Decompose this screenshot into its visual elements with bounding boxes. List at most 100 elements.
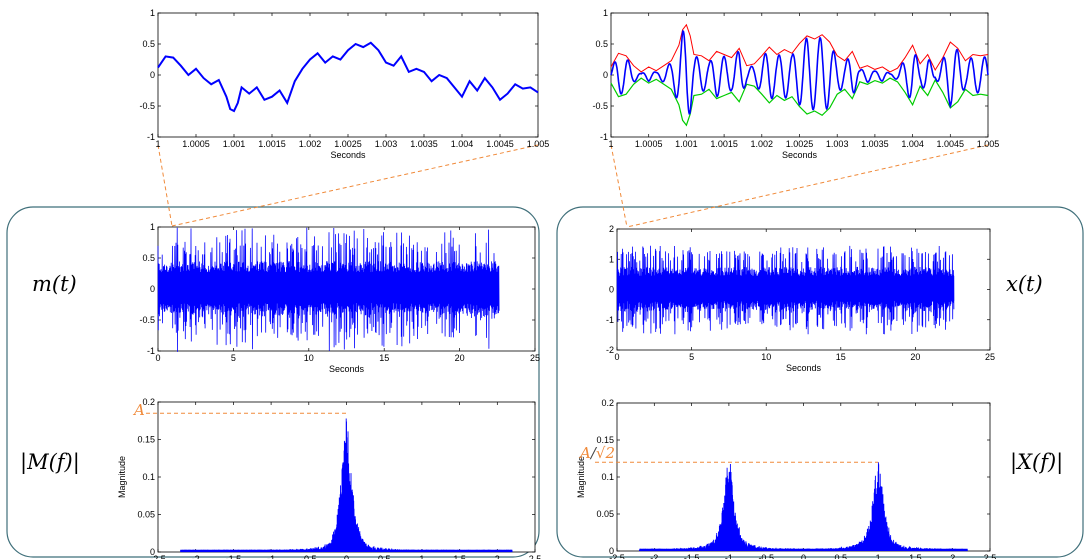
equation-x-t: x(t) (1006, 272, 1043, 296)
X-freq-xtick-label: 2.5 (984, 553, 997, 559)
zoom-m-ytick-label: -0.5 (139, 101, 155, 111)
zoom-x-xtick-label: 1.002 (751, 139, 774, 149)
M-freq-xtick-label: 2.5 (529, 554, 542, 559)
annotation-sqrt2: √2 (596, 444, 615, 462)
M-freq-axes: -2.5 -2 -1.5 -1 -0.5 0 0.5 1 1.5 2 2.5 0 0.05 0.1 0.15… (117, 397, 541, 559)
X-freq-ytick-label: 0.1 (601, 472, 614, 482)
x-time-ytick-label: 1 (609, 254, 614, 264)
right-panel-frame (556, 206, 1084, 558)
zoom-x-xtick-label: 1.005 (977, 139, 1000, 149)
zoom-x-xtick-label: 1.004 (901, 139, 924, 149)
zoom-m-ytick-label: -1 (147, 132, 155, 142)
X-freq-xtick-label: -1.5 (684, 553, 700, 559)
zoom-x-xtick-label: 1.0045 (937, 139, 965, 149)
zoom-connector-right-2 (626, 144, 989, 228)
equation-m-t: m(t) (32, 272, 77, 296)
x-time-ytick-label: 2 (609, 224, 614, 234)
m-time-ytick-label: 0.5 (142, 253, 155, 263)
zoom-x-ytick-label: -1 (600, 132, 608, 142)
M-freq-xtick-label: 0 (344, 554, 349, 559)
zoom-m-ytick-label: 1 (150, 8, 155, 18)
zoom-m-xtick-label: 1.0035 (410, 139, 438, 149)
M-freq-xtick-label: -0.5 (301, 554, 317, 559)
X-freq-xtick-label: 1 (876, 553, 881, 559)
M-freq-ytick-label: 0.05 (137, 510, 155, 520)
zoom-x-xtick-label: 1 (608, 139, 613, 149)
zoom-x-xtick-label: 1.0015 (710, 139, 738, 149)
m-time-xtick-label: 5 (231, 353, 236, 363)
zoom-x-carrier-line (610, 29, 989, 115)
m-time-xtick-label: 10 (304, 353, 314, 363)
x-time-ytick-label: -1 (606, 315, 614, 325)
zoom-x-axes: 1 1.0005 1.001 1.0015 1.002 1.0025 1.003 1.0035… (592, 8, 999, 160)
zoom-m-xtick-label: 1 (155, 139, 160, 149)
X-freq-xtick-label: -2.5 (609, 553, 625, 559)
zoom-m-xtick-label: 1.001 (223, 139, 246, 149)
x-time-xtick-label: 5 (689, 352, 694, 362)
x-time-xtick-label: 25 (985, 352, 995, 362)
left-panel-frame (6, 206, 540, 558)
X-freq-xtick-label: 2 (950, 553, 955, 559)
X-freq-ytick-label: 0.15 (596, 435, 614, 445)
X-freq-xtick-label: -1 (725, 553, 733, 559)
m-time-xtick-label: 15 (379, 353, 389, 363)
zoom-x-xtick-label: 1.0025 (786, 139, 814, 149)
zoom-x-xtick-label: 1.003 (826, 139, 849, 149)
x-time-xtick-label: 0 (614, 352, 619, 362)
M-freq-xtick-label: -2 (192, 554, 200, 559)
zoom-m-xtick-label: 1.003 (375, 139, 398, 149)
zoom-m-xtick-label: 1.0025 (334, 139, 362, 149)
m-time-xtick-label: 0 (155, 353, 160, 363)
zoom-m-plot-area (157, 12, 539, 138)
X-freq-ytick-label: 0 (609, 546, 614, 556)
M-freq-xtick-label: 1 (419, 554, 424, 559)
M-freq-ytick-label: 0.2 (142, 397, 155, 407)
zoom-m-xtick-label: 1.005 (527, 139, 550, 149)
M-freq-ylabel: Magnitude (117, 456, 127, 498)
zoom-m-xtick-label: 1.0015 (258, 139, 286, 149)
zoom-m-xtick-label: 1.0045 (486, 139, 514, 149)
zoom-m-xtick-label: 1.004 (451, 139, 474, 149)
m-time-xtick-label: 25 (530, 353, 540, 363)
zoom-m-xtick-label: 1.002 (299, 139, 322, 149)
zoom-x-ytick-label: 1 (603, 8, 608, 18)
X-freq-xtick-label: -2 (650, 553, 658, 559)
X-freq-plot-area (616, 402, 991, 552)
zoom-x-lower-envelope (610, 77, 989, 127)
zoom-m-series-line (157, 41, 539, 113)
X-freq-xtick-label: -0.5 (758, 553, 774, 559)
zoom-x-ytick-label: -0.5 (592, 101, 608, 111)
zoom-x-plot-area (610, 12, 989, 138)
M-freq-xtick-label: 1.5 (453, 554, 466, 559)
m-time-ytick-label: -1 (147, 346, 155, 356)
M-freq-spectrum-line (180, 418, 513, 553)
m-time-ytick-label: -0.5 (139, 315, 155, 325)
m-time-ytick-label: 0 (150, 284, 155, 294)
x-time-xtick-label: 15 (836, 352, 846, 362)
zoom-x-upper-envelope (610, 23, 989, 73)
M-freq-xtick-label: -1.5 (226, 554, 242, 559)
M-freq-ytick-label: 0.1 (142, 472, 155, 482)
zoom-x-ytick-label: 0 (603, 70, 608, 80)
M-freq-ytick-label: 0.15 (137, 435, 155, 445)
x-time-series-core (617, 275, 955, 301)
zoom-x-xlabel: Seconds (782, 150, 818, 160)
zoom-connector-left-1 (157, 144, 173, 227)
m-time-series-core (158, 272, 499, 303)
X-freq-xtick-label: 0 (801, 553, 806, 559)
zoom-x-xtick-label: 1.0035 (861, 139, 889, 149)
X-freq-xtick-label: 0.5 (835, 553, 848, 559)
x-time-ytick-label: -2 (606, 345, 614, 355)
m-time-ytick-label: 1 (150, 222, 155, 232)
zoom-m-axes: 1 1.0005 1.001 1.0015 1.002 1.0025 1.003 1.0035… (139, 8, 549, 160)
X-freq-ytick-label: 0.2 (601, 398, 614, 408)
zoom-m-ytick-label: 0 (150, 70, 155, 80)
x-time-xtick-label: 20 (910, 352, 920, 362)
x-time-xtick-label: 10 (761, 352, 771, 362)
equation-M-f: |M(f)| (20, 450, 80, 475)
X-freq-axes: -2.5 -2 -1.5 -1 -0.5 0 0.5 1 1.5 2 2.5 0 0.05 0.1 0.15… (576, 398, 996, 559)
zoom-x-xtick-label: 1.001 (675, 139, 698, 149)
X-freq-ylabel: Magnitude (576, 456, 586, 498)
zoom-connector-right-1 (610, 144, 628, 228)
